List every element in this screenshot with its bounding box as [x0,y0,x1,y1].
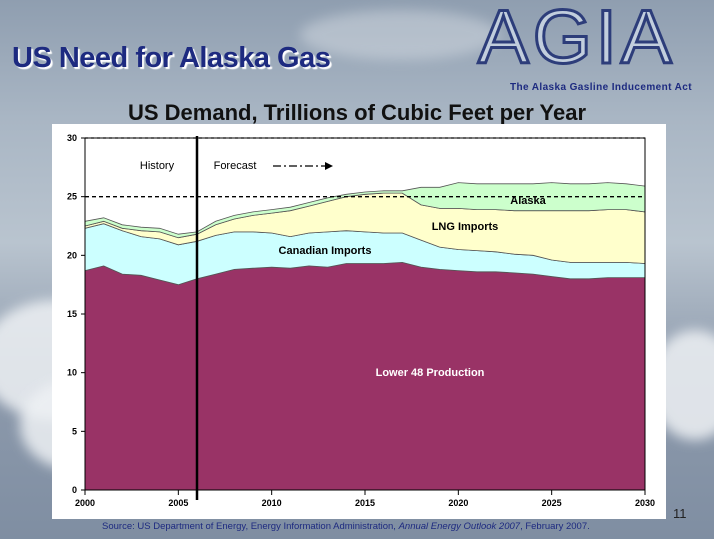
chart-title: US Demand, Trillions of Cubic Feet per Y… [127,100,587,125]
x-tick-label: 2025 [542,498,562,508]
series-label-alaska: Alaska [510,195,546,207]
y-tick-label: 0 [72,485,77,495]
x-tick-label: 2000 [75,498,95,508]
source-prefix: Source: US Department of Energy, Energy … [102,521,399,532]
y-tick-label: 15 [67,309,77,319]
y-tick-label: 20 [67,250,77,260]
source-suffix: , February 2007. [520,521,590,532]
cloud-decoration [300,10,500,60]
series-label-lng-imports: LNG Imports [432,221,499,233]
area-lower-48-production [84,261,646,491]
history-label: History [140,160,175,172]
y-tick-label: 10 [67,368,77,378]
x-tick-label: 2010 [262,498,282,508]
x-tick-label: 2030 [635,498,655,508]
stacked-area-chart: 2000 2005 2010 2015 2020 2025 2030051015202530… [67,133,655,508]
y-tick-label: 30 [67,133,77,143]
page-number: 11 [673,506,687,521]
forecast-label: Forecast [214,160,257,172]
x-tick-label: 2015 [355,498,375,508]
series-label-lower-48-production: Lower 48 Production [376,367,485,379]
y-tick-label: 5 [72,426,77,436]
series-label-canadian-imports: Canadian Imports [279,245,372,257]
source-note: Source: US Department of Energy, Energy … [102,521,590,532]
chart-container: 2000 2005 2010 2015 2020 2025 2030 0 5 10 15 20 25 30… [52,124,666,519]
slide-title: US Need for Alaska Gas [12,42,331,74]
source-publication: Annual Energy Outlook 2007 [398,521,521,532]
x-tick-label: 2005 [168,498,188,508]
logo-wordmark: AGIA [477,0,676,80]
y-tick-label: 25 [67,192,77,202]
forecast-arrow-head [325,162,333,170]
x-tick-label: 2020 [448,498,468,508]
agia-logo: AGIA The Alaska Gasline Inducement Act [477,0,710,96]
logo-tagline: The Alaska Gasline Inducement Act [510,82,692,93]
